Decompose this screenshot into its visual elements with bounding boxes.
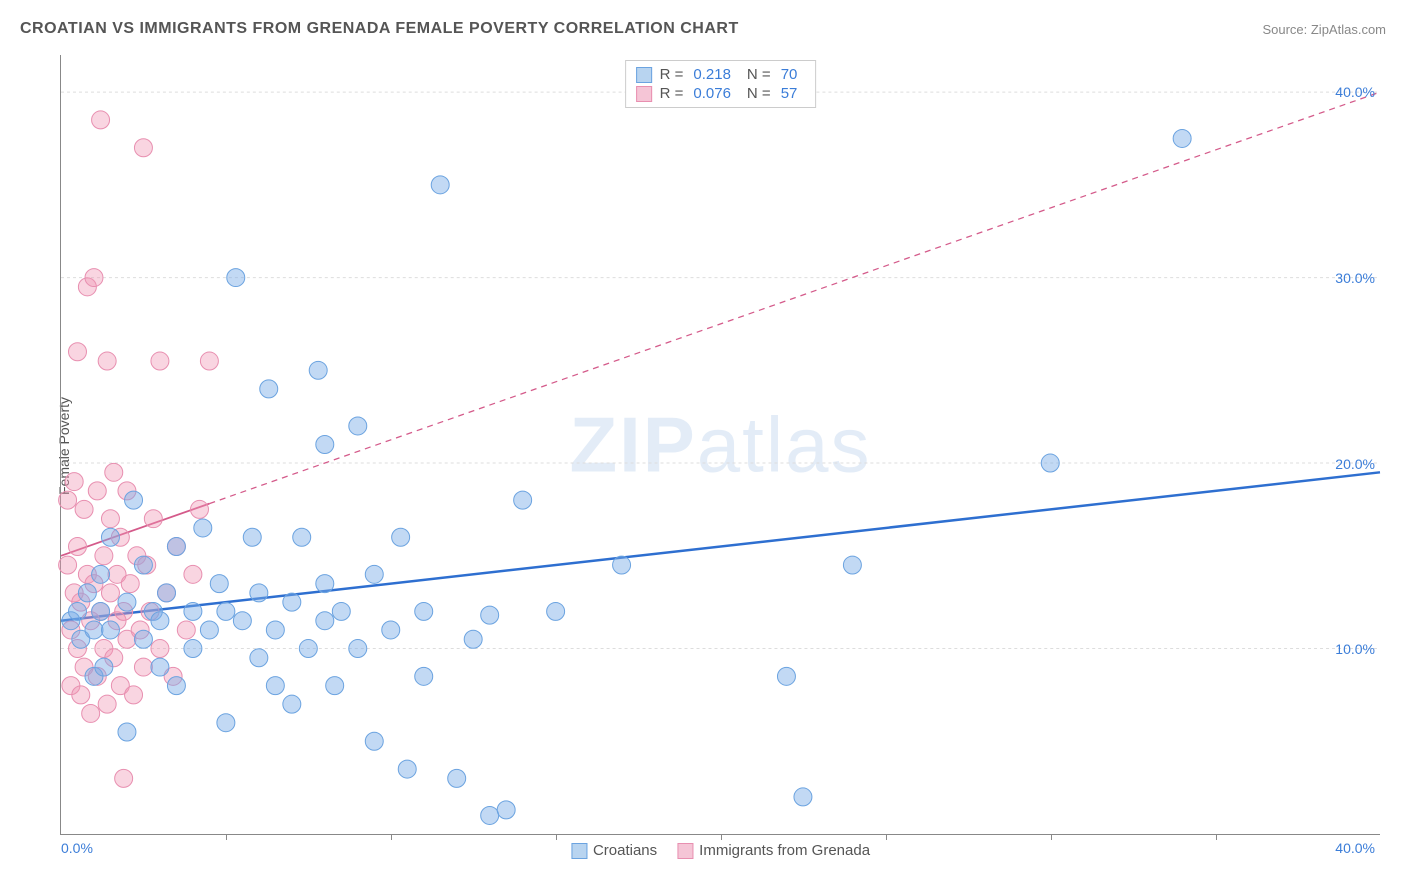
r-label-1: R = [660, 66, 684, 83]
chart-title: CROATIAN VS IMMIGRANTS FROM GRENADA FEMA… [20, 20, 739, 38]
gridlines [61, 92, 1380, 648]
x-tick-mark [1051, 834, 1052, 840]
series1-legend-swatch-icon [571, 843, 587, 859]
n-label-2: N = [747, 85, 771, 102]
series1-legend-label: Croatians [593, 842, 657, 859]
source-attribution: Source: ZipAtlas.com [1262, 22, 1386, 37]
stats-legend-box: R = 0.218 N = 70 R = 0.076 N = 57 [625, 60, 817, 108]
r-value-1: 0.218 [693, 66, 731, 83]
header: CROATIAN VS IMMIGRANTS FROM GRENADA FEMA… [20, 20, 1386, 38]
legend-item-1: Croatians [571, 842, 657, 859]
stats-row-1: R = 0.218 N = 70 [636, 65, 806, 84]
series2-points [59, 111, 219, 787]
chart-container: CROATIAN VS IMMIGRANTS FROM GRENADA FEMA… [0, 0, 1406, 892]
x-tick-mark [886, 834, 887, 840]
x-tick-mark [1216, 834, 1217, 840]
series2-legend-label: Immigrants from Grenada [699, 842, 870, 859]
stats-row-2: R = 0.076 N = 57 [636, 84, 806, 103]
plot-area: ZIPatlas 10.0%20.0%30.0%40.0% 0.0% 40.0%… [60, 55, 1380, 835]
series1-points [62, 129, 1191, 824]
series1-swatch-icon [636, 67, 652, 83]
y-tick-label: 40.0% [1335, 84, 1375, 100]
legend-item-2: Immigrants from Grenada [677, 842, 870, 859]
legend-bottom: Croatians Immigrants from Grenada [571, 842, 870, 859]
n-value-1: 70 [781, 66, 798, 83]
x-tick-mark [226, 834, 227, 840]
x-axis-max-label: 40.0% [1335, 840, 1375, 856]
x-axis-min-label: 0.0% [61, 840, 93, 856]
r-label-2: R = [660, 85, 684, 102]
y-tick-label: 30.0% [1335, 270, 1375, 286]
y-tick-label: 20.0% [1335, 456, 1375, 472]
y-tick-label: 10.0% [1335, 641, 1375, 657]
scatter-svg [61, 55, 1380, 834]
x-tick-mark [556, 834, 557, 840]
x-tick-mark [391, 834, 392, 840]
n-value-2: 57 [781, 85, 798, 102]
r-value-2: 0.076 [693, 85, 731, 102]
n-label-1: N = [747, 66, 771, 83]
x-tick-mark [721, 834, 722, 840]
series2-legend-swatch-icon [677, 843, 693, 859]
series2-swatch-icon [636, 86, 652, 102]
